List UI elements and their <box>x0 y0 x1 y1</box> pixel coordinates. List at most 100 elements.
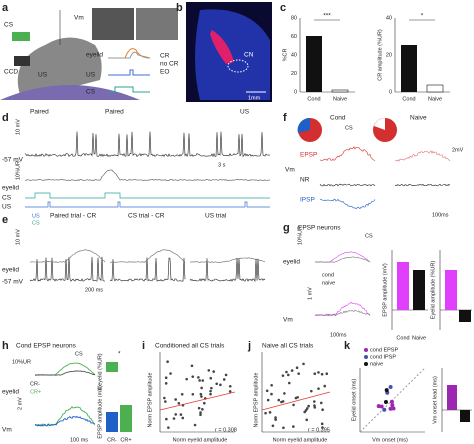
point <box>285 370 288 374</box>
label: Vm <box>74 15 84 22</box>
axis-title: Vm onset (ms) <box>372 437 408 443</box>
category: Naive <box>333 96 347 102</box>
label: CS <box>75 351 83 357</box>
axis-title: Δ eyelid (%UR) <box>97 353 103 390</box>
tick-label: 40 <box>386 15 392 21</box>
point <box>268 411 272 414</box>
point <box>174 413 178 416</box>
bar <box>426 84 444 93</box>
label: CN <box>244 52 254 59</box>
panel-label: a <box>2 2 9 14</box>
track <box>210 30 234 64</box>
label: 1mm <box>248 95 261 101</box>
label: 100ms <box>432 212 449 218</box>
trace <box>25 192 270 199</box>
point <box>197 376 200 379</box>
label: 2 mV <box>17 397 23 410</box>
point <box>319 401 323 405</box>
label: 3 s <box>218 162 226 168</box>
bar <box>397 262 409 310</box>
fit <box>159 391 236 411</box>
point <box>321 408 324 411</box>
point <box>297 372 300 375</box>
label: 10%UR <box>297 226 303 245</box>
row-label: US <box>2 204 12 211</box>
tick-label: 0 <box>389 89 392 95</box>
trace <box>108 48 151 59</box>
bar <box>460 410 470 422</box>
label: 10%UR <box>12 359 31 365</box>
category: Cond <box>396 335 409 341</box>
label: EPSP <box>300 152 317 159</box>
label: CS <box>365 233 373 239</box>
point <box>313 372 317 376</box>
panel-label: d <box>2 112 9 124</box>
point <box>209 392 212 396</box>
point <box>199 392 203 396</box>
title: Naive all CS trials <box>262 343 314 350</box>
point <box>305 418 309 422</box>
label: eyelid <box>2 267 19 274</box>
point <box>304 409 308 412</box>
trace <box>319 146 376 162</box>
point <box>228 384 232 388</box>
point <box>270 383 273 387</box>
point <box>294 396 298 400</box>
point <box>199 411 202 414</box>
trace <box>24 131 271 158</box>
point <box>310 389 313 393</box>
point <box>317 387 320 390</box>
point <box>274 416 277 419</box>
label: NR <box>300 177 310 184</box>
category: Naive <box>428 96 442 102</box>
axis-title: Norm eyelid amplitude <box>273 437 328 443</box>
point <box>181 416 185 420</box>
point <box>209 376 213 380</box>
title: Cond <box>330 115 346 122</box>
label: 1 mV <box>307 287 313 300</box>
label: r = 0.308 <box>215 427 237 433</box>
legend: no CR <box>160 61 179 68</box>
legend: EO <box>160 69 169 76</box>
point <box>191 375 195 378</box>
tick-label: 0 <box>294 89 297 95</box>
point <box>379 404 384 409</box>
sig: * <box>118 351 121 358</box>
point <box>191 392 195 396</box>
point <box>166 360 169 363</box>
trace <box>29 256 106 282</box>
point <box>287 381 291 385</box>
point <box>167 426 170 429</box>
ccd-camera <box>14 56 30 66</box>
trace <box>34 405 96 427</box>
category: Cond <box>307 96 320 102</box>
point <box>292 403 295 407</box>
legend: naive <box>322 280 335 286</box>
title: CS trial - CR <box>128 213 165 220</box>
point <box>215 382 219 386</box>
point <box>224 373 228 377</box>
point <box>281 374 285 377</box>
label: 10 mV <box>15 229 21 245</box>
bar <box>401 45 417 92</box>
label: r = 0.395 <box>308 427 330 433</box>
label: US <box>240 109 250 116</box>
wheel <box>0 85 140 100</box>
point <box>209 389 212 393</box>
label: CS <box>4 22 14 29</box>
axis-title: Eyelid amplitude (%UR) <box>430 261 436 320</box>
row-label: CS <box>86 89 96 96</box>
panel-label: b <box>176 2 183 14</box>
eye-photo <box>92 8 134 40</box>
trace <box>34 415 96 427</box>
roi <box>227 59 249 73</box>
point <box>169 372 172 375</box>
point <box>305 407 309 410</box>
category: CR- <box>107 437 117 443</box>
legend: cond IPSP <box>370 354 396 360</box>
point <box>391 406 396 411</box>
title: EPSP neurons <box>298 225 341 232</box>
panel-label: h <box>2 340 9 352</box>
point <box>320 372 324 376</box>
point <box>202 401 206 405</box>
